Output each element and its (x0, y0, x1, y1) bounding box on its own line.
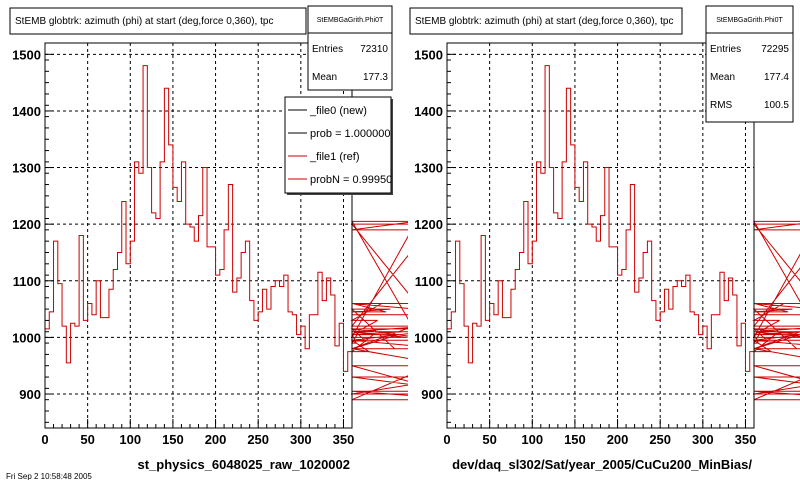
stats-value: 72295 (761, 44, 789, 55)
stats-value: 72310 (360, 44, 388, 55)
x-axis-label: st_physics_6048025_raw_1020002 (137, 457, 350, 472)
histogram-panel-2: 0 50 100 150 200 250 300 350 900 1000 1100 1200 1300… (408, 5, 800, 472)
y-tick-label: 1100 (415, 274, 443, 289)
legend: _file0 (new) prob = 1.000000 _file1 (ref) p… (284, 96, 398, 195)
legend-label: probN = 0.999500 (310, 174, 398, 186)
y-tick-label: 1300 (12, 161, 41, 176)
legend-label: _file0 (new) (309, 105, 367, 117)
stats-value: 177.3 (363, 72, 388, 83)
histogram-line (45, 65, 480, 401)
x-tick-label: 250 (649, 432, 671, 447)
title-box (409, 7, 683, 35)
x-tick-label: 300 (290, 432, 312, 447)
x-tick-label: 350 (333, 432, 355, 447)
stats-title: StEMBGaGrith.Phi0T (716, 17, 783, 24)
x-tick-label: 50 (482, 432, 496, 447)
x-tick-label: 150 (564, 432, 586, 447)
grid-lines (45, 43, 352, 428)
stats-value: 177.4 (764, 72, 789, 83)
y-tick-label: 1000 (12, 330, 41, 345)
x-tick-label: 200 (205, 432, 227, 447)
chart-title: StEMB globtrk: azimuth (phi) at start (d… (15, 16, 273, 27)
histogram-series (45, 65, 480, 401)
stats-label: Entries (312, 44, 343, 55)
stats-box (705, 5, 794, 123)
x-tick-label: 0 (443, 432, 450, 447)
y-tick-label: 1500 (414, 47, 443, 62)
legend-label: prob = 1.000000 (310, 128, 390, 140)
y-tick-label: 1500 (12, 47, 41, 62)
x-tick-label: 250 (247, 432, 269, 447)
x-tick-label: 350 (735, 432, 757, 447)
x-tick-label: 100 (119, 432, 141, 447)
y-tick-label: 1000 (414, 330, 443, 345)
histogram-panel-1: 0 50 100 150 200 250 300 350 900 1000 1100 1200 1300… (8, 5, 480, 472)
histogram-series (447, 65, 800, 401)
footer-timestamp: Fri Sep 2 10:58:48 2005 (6, 472, 92, 480)
x-axis-label: dev/daq_sl302/Sat/year_2005/CuCu200_MinB… (452, 457, 752, 472)
x-tick-label: 200 (607, 432, 629, 447)
stats-label: Mean (710, 72, 735, 83)
x-tick-label: 100 (521, 432, 543, 447)
y-tick-label: 1100 (13, 274, 41, 289)
y-tick-label: 1200 (12, 217, 41, 232)
stats-label: Mean (312, 72, 337, 83)
legend-entries: _file0 (new) prob = 1.000000 _file1 (ref) p… (288, 105, 398, 186)
stats-value: 100.5 (764, 100, 789, 111)
stats-title: StEMBGaGrith.Phi0T (317, 17, 384, 24)
x-tick-label: 0 (41, 432, 48, 447)
x-tick-label: 300 (692, 432, 714, 447)
stats-box (307, 5, 393, 91)
histogram-line (447, 65, 800, 401)
x-tick-label: 50 (80, 432, 94, 447)
stats-label: Entries (710, 44, 741, 55)
y-tick-label: 1400 (12, 104, 41, 119)
y-tick-label: 1300 (414, 161, 443, 176)
y-tick-label: 900 (19, 387, 41, 402)
legend-box (284, 96, 392, 194)
y-tick-label: 900 (421, 387, 443, 402)
y-tick-label: 1400 (414, 104, 443, 119)
x-tick-label: 150 (162, 432, 184, 447)
legend-label: _file1 (ref) (309, 151, 360, 163)
y-tick-label: 1200 (414, 217, 443, 232)
title-box (9, 7, 307, 35)
chart-title: StEMB globtrk: azimuth (phi) at start (d… (415, 16, 673, 27)
stats-label: RMS (710, 100, 733, 111)
